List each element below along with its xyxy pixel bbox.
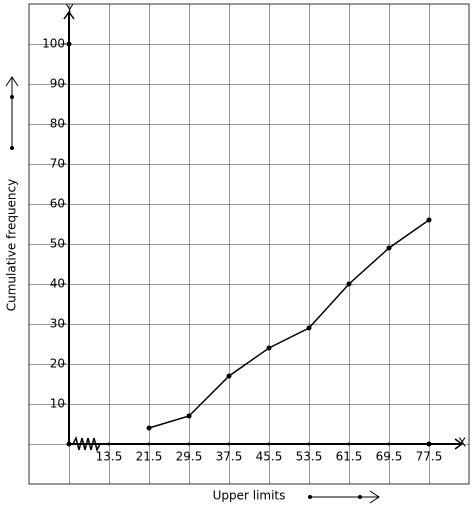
y-axis-arrow xyxy=(63,10,75,20)
deco-dot xyxy=(10,95,14,99)
origin-dot xyxy=(66,441,72,447)
point xyxy=(186,413,192,419)
x-tick-label: 69.5 xyxy=(376,450,403,464)
y-tick-label: 80 xyxy=(50,117,65,131)
y-tick-label: 40 xyxy=(50,277,65,291)
grid-background xyxy=(28,3,470,485)
point xyxy=(426,217,432,223)
x-tick-label: 29.5 xyxy=(176,450,203,464)
point xyxy=(266,345,272,351)
x-tick-label: 13.5 xyxy=(96,450,123,464)
point xyxy=(306,325,312,331)
x-axis-arrow xyxy=(454,438,464,450)
axis-dot xyxy=(66,41,72,47)
x-tick-label: 53.5 xyxy=(296,450,323,464)
point xyxy=(386,245,392,251)
x-tick-label: 45.5 xyxy=(256,450,283,464)
x-tick-label: 61.5 xyxy=(336,450,363,464)
deco-dot xyxy=(358,495,362,499)
point xyxy=(146,425,152,431)
y-tick-label: 100 xyxy=(42,37,65,51)
point xyxy=(346,281,352,287)
y-tick-label: 90 xyxy=(50,77,65,91)
deco-arrow-head xyxy=(369,490,380,504)
y-tick-label: 60 xyxy=(50,197,65,211)
y-tick-label: 20 xyxy=(50,357,65,371)
y-axis-name: Y xyxy=(65,3,74,17)
deco-arrow-head xyxy=(5,76,19,87)
x-tick-label: 21.5 xyxy=(136,450,163,464)
y-tick-label: 30 xyxy=(50,317,65,331)
x-tick-label: 77.5 xyxy=(416,450,443,464)
x-axis-name: X xyxy=(458,436,466,450)
y-tick-label: 70 xyxy=(50,157,65,171)
y-tick-label: 50 xyxy=(50,237,65,251)
y-tick-label: 10 xyxy=(50,397,65,411)
deco-dot xyxy=(308,495,312,499)
axis-break xyxy=(72,435,101,453)
deco-dot xyxy=(10,146,14,150)
line xyxy=(148,219,430,429)
x-axis-label: Upper limits xyxy=(213,489,286,503)
y-axis-label: Cumulative frequency xyxy=(5,179,19,312)
x-tick-label: 37.5 xyxy=(216,450,243,464)
point xyxy=(226,373,232,379)
